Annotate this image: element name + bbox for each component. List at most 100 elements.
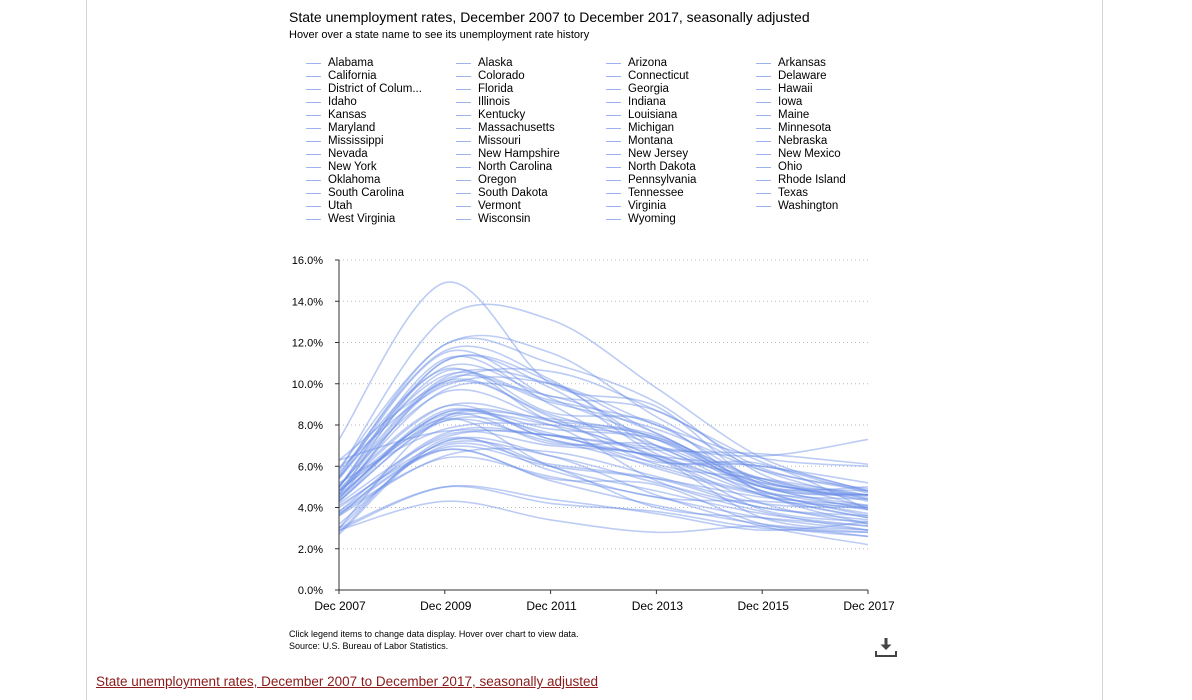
legend-item-arkansas[interactable]: Arkansas [756, 57, 826, 70]
series-line-hawaii[interactable] [338, 436, 869, 546]
legend-item-south-dakota[interactable]: South Dakota [456, 187, 548, 200]
series-line-illinois[interactable] [338, 363, 869, 492]
legend-item-indiana[interactable]: Indiana [606, 96, 666, 109]
series-line-nebraska[interactable] [338, 485, 869, 534]
legend-item-colorado[interactable]: Colorado [456, 70, 525, 83]
legend-item-rhode-island[interactable]: Rhode Island [756, 174, 846, 187]
legend-item-alaska[interactable]: Alaska [456, 57, 513, 70]
series-line-michigan[interactable] [338, 281, 869, 496]
series-line-colorado[interactable] [338, 412, 869, 531]
legend-item-new-york[interactable]: New York [306, 161, 377, 174]
series-line-west-virginia[interactable] [338, 409, 869, 502]
legend-item-texas[interactable]: Texas [756, 187, 808, 200]
legend-item-georgia[interactable]: Georgia [606, 83, 669, 96]
series-line-minnesota[interactable] [338, 417, 869, 527]
series-line-pennsylvania[interactable] [338, 408, 869, 498]
series-line-virginia[interactable] [338, 442, 869, 525]
legend-item-washington[interactable]: Washington [756, 200, 838, 213]
legend-item-california[interactable]: California [306, 70, 377, 83]
legend-item-louisiana[interactable]: Louisiana [606, 109, 677, 122]
legend-item-kentucky[interactable]: Kentucky [456, 109, 525, 122]
series-line-kentucky[interactable] [338, 371, 869, 496]
legend-item-delaware[interactable]: Delaware [756, 70, 827, 83]
legend-item-new-jersey[interactable]: New Jersey [606, 148, 688, 161]
series-line-rhode-island[interactable] [338, 337, 869, 503]
legend-item-new-hampshire[interactable]: New Hampshire [456, 148, 560, 161]
legend-item-hawaii[interactable]: Hawaii [756, 83, 813, 96]
legend-item-west-virginia[interactable]: West Virginia [306, 213, 395, 226]
legend-item-maryland[interactable]: Maryland [306, 122, 375, 135]
series-line-vermont[interactable] [338, 448, 869, 534]
legend-item-florida[interactable]: Florida [456, 83, 513, 96]
legend-item-michigan[interactable]: Michigan [606, 122, 674, 135]
legend-item-oregon[interactable]: Oregon [456, 174, 516, 187]
series-line-new-hampshire[interactable] [338, 448, 869, 538]
legend-item-montana[interactable]: Montana [606, 135, 673, 148]
legend-item-tennessee[interactable]: Tennessee [606, 187, 684, 200]
legend-item-minnesota[interactable]: Minnesota [756, 122, 831, 135]
legend-item-south-carolina[interactable]: South Carolina [306, 187, 404, 200]
legend-item-idaho[interactable]: Idaho [306, 96, 357, 109]
legend-item-virginia[interactable]: Virginia [606, 200, 666, 213]
legend-item-alabama[interactable]: Alabama [306, 57, 373, 70]
legend-item-kansas[interactable]: Kansas [306, 109, 366, 122]
series-line-washington[interactable] [338, 379, 869, 496]
next-section-heading[interactable]: State unemployment rates, December 2007 … [96, 674, 599, 689]
legend-item-iowa[interactable]: Iowa [756, 96, 802, 109]
series-line-iowa[interactable] [338, 456, 869, 531]
series-line-ohio[interactable] [338, 367, 869, 492]
series-line-north-carolina[interactable] [338, 354, 869, 498]
legend-item-district-of-columbia[interactable]: District of Colum... [306, 83, 422, 96]
series-line-district-of-columbia[interactable] [338, 376, 869, 469]
series-line-new-jersey[interactable] [338, 382, 869, 496]
series-line-kansas[interactable] [338, 440, 869, 521]
series-line-california[interactable] [338, 334, 869, 501]
series-line-arizona[interactable] [338, 374, 869, 500]
series-line-south-dakota[interactable] [338, 484, 869, 532]
series-line-indiana[interactable] [338, 378, 869, 519]
legend-item-ohio[interactable]: Ohio [756, 161, 802, 174]
series-line-alabama[interactable] [338, 355, 869, 511]
series-line-nevada[interactable] [338, 303, 869, 492]
legend-item-wyoming[interactable]: Wyoming [606, 213, 676, 226]
series-line-louisiana[interactable] [338, 429, 869, 505]
legend-item-new-mexico[interactable]: New Mexico [756, 148, 841, 161]
line-chart[interactable]: 0.0% 2.0% 4.0% 6.0% 8.0% 10.0% 12.0% 14.0% 16.0%… [280, 248, 910, 620]
series-line-arkansas[interactable] [338, 422, 869, 515]
legend-item-maine[interactable]: Maine [756, 109, 809, 122]
series-lines[interactable] [338, 281, 869, 546]
legend-item-nebraska[interactable]: Nebraska [756, 135, 827, 148]
series-line-tennessee[interactable] [338, 368, 869, 525]
series-line-oklahoma[interactable] [338, 445, 869, 513]
series-line-connecticut[interactable] [338, 410, 869, 496]
series-line-texas[interactable] [338, 416, 869, 511]
series-line-mississippi[interactable] [338, 367, 869, 494]
series-line-delaware[interactable] [338, 407, 869, 501]
series-line-north-dakota[interactable] [338, 500, 869, 538]
series-line-wisconsin[interactable] [338, 404, 869, 525]
legend-item-north-carolina[interactable]: North Carolina [456, 161, 552, 174]
legend-item-arizona[interactable]: Arizona [606, 57, 667, 70]
series-line-maine[interactable] [338, 418, 869, 523]
legend-item-connecticut[interactable]: Connecticut [606, 70, 689, 83]
legend-item-mississippi[interactable]: Mississippi [306, 135, 384, 148]
series-line-missouri[interactable] [338, 388, 869, 519]
legend-item-wisconsin[interactable]: Wisconsin [456, 213, 530, 226]
legend-item-missouri[interactable]: Missouri [456, 135, 521, 148]
legend-item-vermont[interactable]: Vermont [456, 200, 521, 213]
legend-item-utah[interactable]: Utah [306, 200, 352, 213]
legend-item-north-dakota[interactable]: North Dakota [606, 161, 696, 174]
series-line-utah[interactable] [338, 437, 869, 535]
series-line-montana[interactable] [338, 447, 869, 517]
series-line-wyoming[interactable] [338, 436, 869, 533]
series-line-georgia[interactable] [338, 368, 869, 501]
series-line-massachusetts[interactable] [338, 412, 869, 517]
legend-item-illinois[interactable]: Illinois [456, 96, 510, 109]
legend-item-oklahoma[interactable]: Oklahoma [306, 174, 380, 187]
series-line-idaho[interactable] [338, 408, 869, 531]
download-button[interactable] [874, 636, 898, 658]
legend-item-nevada[interactable]: Nevada [306, 148, 368, 161]
series-line-florida[interactable] [338, 354, 869, 511]
legend-item-pennsylvania[interactable]: Pennsylvania [606, 174, 696, 187]
series-line-oregon[interactable] [338, 349, 869, 507]
